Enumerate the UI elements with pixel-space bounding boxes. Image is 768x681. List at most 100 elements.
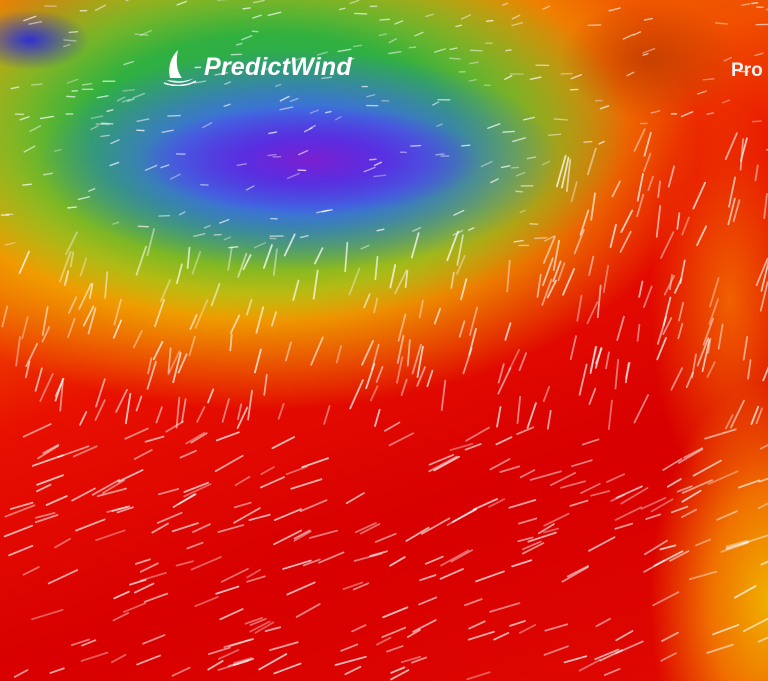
- wind-particle: [123, 60, 134, 66]
- wind-particle: [235, 42, 243, 46]
- wind-particle: [642, 152, 652, 173]
- wind-particle: [192, 523, 211, 533]
- wind-particle: [559, 480, 587, 489]
- wind-particle: [504, 322, 512, 341]
- wind-particle: [440, 549, 470, 567]
- wind-particle: [110, 139, 120, 145]
- brand-name: PredictWind: [204, 52, 352, 81]
- wind-particle: [750, 405, 760, 425]
- wind-particle: [406, 339, 411, 367]
- wind-particle: [273, 529, 303, 546]
- wind-particle: [544, 623, 569, 632]
- wind-particle: [309, 109, 319, 114]
- wind-particle: [217, 648, 240, 660]
- wind-particle: [519, 209, 526, 214]
- wind-particle: [569, 335, 577, 360]
- wind-particle: [420, 517, 451, 535]
- wind-particle: [82, 305, 95, 327]
- wind-particle: [521, 542, 545, 555]
- wind-particle: [506, 259, 511, 293]
- wind-particle: [351, 624, 367, 633]
- wind-particle: [388, 38, 398, 44]
- wind-particle: [175, 396, 181, 429]
- wind-particle: [436, 123, 443, 127]
- wind-particle: [394, 269, 408, 295]
- wind-particle: [707, 337, 712, 354]
- wind-particle: [139, 29, 153, 37]
- wind-particle: [662, 296, 672, 327]
- wind-particle: [701, 339, 711, 373]
- wind-particle: [555, 154, 567, 188]
- wind-particle: [446, 230, 459, 262]
- wind-particle: [360, 244, 370, 250]
- wind-particle: [349, 379, 364, 410]
- wind-particle: [396, 334, 405, 364]
- wind-particle: [228, 246, 239, 249]
- wind-particle: [29, 125, 42, 132]
- wind-particle: [595, 617, 611, 628]
- wind-particle: [347, 57, 355, 62]
- wind-particle: [737, 479, 761, 489]
- wind-particle: [496, 406, 502, 428]
- wind-particle: [366, 94, 376, 98]
- wind-particle: [533, 237, 548, 240]
- wind-particle: [23, 145, 36, 153]
- wind-particle: [95, 529, 126, 542]
- nav-link-products[interactable]: Pro: [731, 60, 763, 81]
- wind-particle: [335, 345, 343, 364]
- wind-particle: [237, 252, 248, 278]
- wind-particle: [80, 651, 109, 662]
- wind-particle: [36, 474, 64, 486]
- wind-particle: [321, 209, 333, 213]
- wind-particle: [254, 348, 262, 374]
- wind-particle: [271, 436, 295, 450]
- wind-particle: [633, 31, 642, 36]
- wind-particle: [289, 97, 299, 102]
- wind-particle: [215, 431, 240, 442]
- wind-particle: [566, 565, 590, 578]
- wind-particle: [502, 130, 515, 133]
- wind-particle: [543, 512, 570, 527]
- wind-particle: [177, 353, 188, 374]
- wind-particle: [590, 192, 596, 221]
- wind-particle: [513, 239, 524, 243]
- wind-particle: [450, 549, 474, 563]
- wind-particle: [529, 470, 562, 481]
- wind-particle: [248, 513, 271, 521]
- wind-particle: [67, 206, 77, 209]
- wind-particle: [100, 122, 114, 125]
- wind-particle: [620, 487, 649, 505]
- wind-particle: [428, 454, 455, 466]
- wind-particle: [763, 193, 768, 220]
- wind-particle: [334, 116, 342, 121]
- wind-particle: [608, 7, 621, 12]
- wind-particle: [54, 378, 64, 402]
- wind-particle: [190, 432, 208, 444]
- wind-particle: [21, 316, 29, 340]
- wind-particle: [638, 280, 644, 298]
- wind-particle: [124, 392, 132, 425]
- wind-particle: [626, 71, 635, 77]
- wind-particle: [191, 251, 202, 275]
- wind-particle: [375, 366, 384, 383]
- wind-particle: [9, 501, 34, 510]
- wind-particle: [373, 161, 383, 167]
- wind-particle: [190, 556, 222, 571]
- wind-particle: [188, 335, 196, 357]
- predictwind-logo[interactable]: PredictWind: [162, 48, 352, 86]
- wind-particle: [237, 403, 243, 421]
- wind-particle: [348, 267, 361, 296]
- wind-particle: [160, 164, 170, 169]
- wind-particle: [605, 473, 626, 483]
- wind-particle: [565, 158, 572, 193]
- wind-particle: [410, 232, 420, 259]
- wind-particle: [196, 406, 206, 423]
- wind-particle: [81, 83, 93, 86]
- wind-particle: [374, 408, 381, 427]
- wind-particle: [702, 317, 715, 346]
- wind-particle: [112, 319, 122, 339]
- wind-particle: [655, 205, 662, 238]
- wind-particle: [19, 116, 30, 121]
- wind-particle: [424, 555, 444, 565]
